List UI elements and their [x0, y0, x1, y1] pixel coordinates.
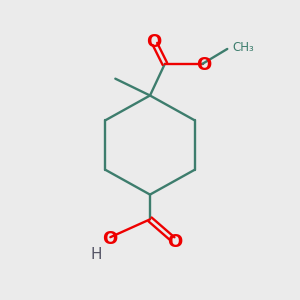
Text: O: O — [167, 233, 182, 251]
Text: O: O — [102, 230, 117, 248]
Text: CH₃: CH₃ — [232, 41, 254, 55]
Text: O: O — [146, 33, 162, 51]
Text: O: O — [196, 56, 211, 74]
Text: H: H — [91, 247, 102, 262]
